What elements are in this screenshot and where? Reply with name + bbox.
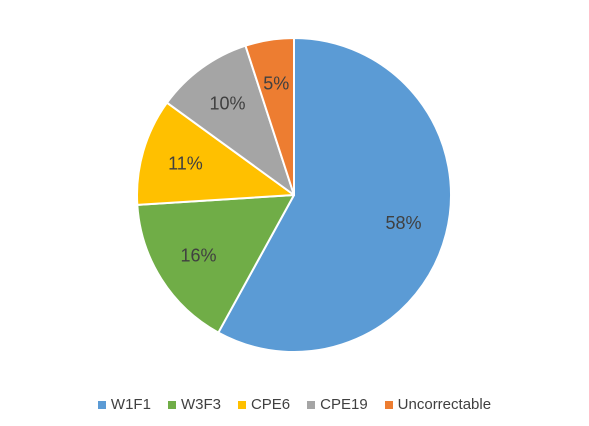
data-label-cpe19: 10%	[210, 94, 246, 114]
pie-slice-w3f3	[136, 194, 295, 334]
legend-swatch-w3f3	[167, 400, 176, 409]
legend-item-cpe19: CPE19	[307, 396, 368, 413]
chart-legend: W1F1 W3F3 CPE6 CPE19 Uncorrectable	[0, 396, 589, 413]
pie-slices	[136, 37, 452, 353]
legend-item-cpe6: CPE6	[237, 396, 291, 413]
legend-label-cpe19: CPE19	[320, 396, 368, 413]
pie-data-labels: 58% 16% 11% 10% 5%	[168, 73, 421, 265]
legend-swatch-cpe19	[307, 400, 316, 409]
legend-swatch-cpe6	[237, 400, 246, 409]
pie-slice-cpe19	[165, 44, 295, 196]
data-label-w1f1: 58%	[385, 213, 421, 233]
data-label-w3f3: 16%	[181, 246, 217, 266]
legend-item-w3f3: W3F3	[167, 396, 221, 413]
pie-slice-uncorrectable	[244, 37, 295, 196]
data-label-uncorrectable: 5%	[263, 73, 289, 93]
legend-swatch-w1f1	[97, 400, 106, 409]
legend-item-w1f1: W1F1	[97, 396, 151, 413]
pie-slice-w1f1	[217, 37, 452, 353]
legend-item-uncorrectable: Uncorrectable	[384, 396, 492, 413]
legend-label-uncorrectable: Uncorrectable	[397, 396, 492, 413]
pie-slice-cpe6	[136, 101, 295, 206]
legend-label-w3f3: W3F3	[180, 396, 221, 413]
legend-label-w1f1: W1F1	[110, 396, 151, 413]
legend-swatch-uncorrectable	[384, 400, 393, 409]
legend-label-cpe6: CPE6	[250, 396, 291, 413]
data-label-cpe6: 11%	[168, 153, 203, 173]
